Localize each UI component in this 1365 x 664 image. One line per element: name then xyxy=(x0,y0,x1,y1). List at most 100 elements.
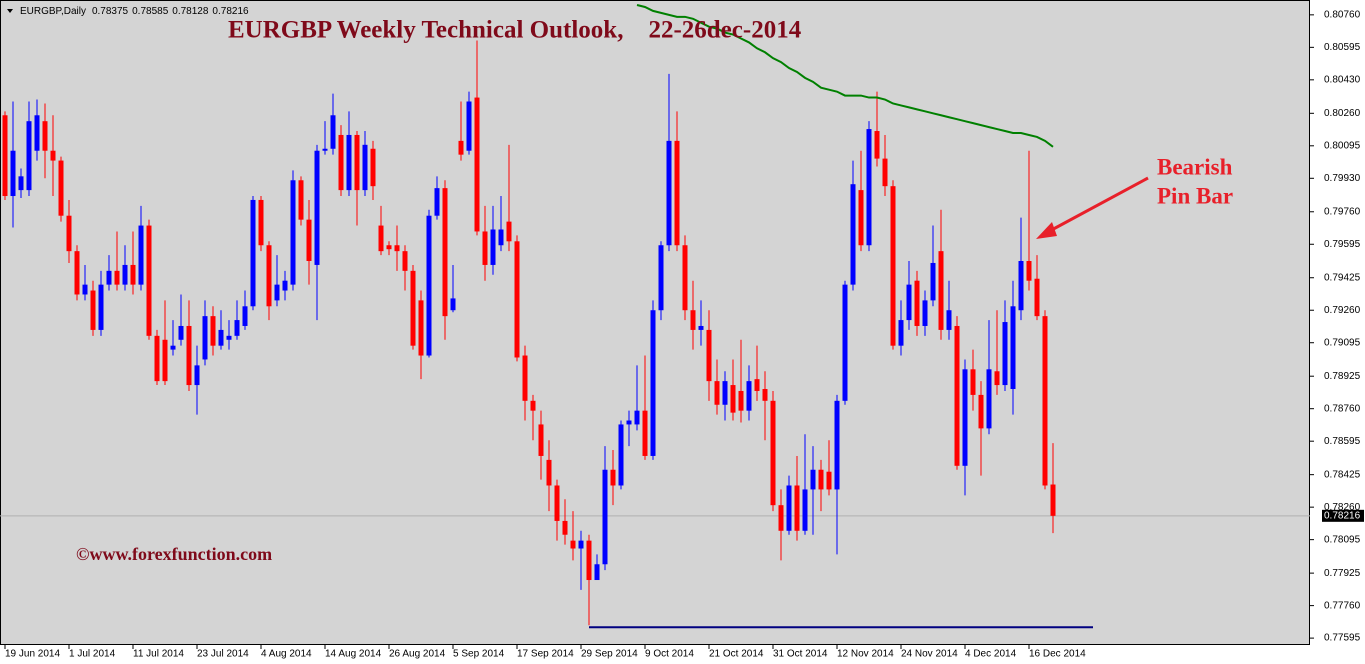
y-tick-label: 0.77760 xyxy=(1324,600,1361,611)
candle-body xyxy=(810,469,816,490)
x-tick-label: 14 Aug 2014 xyxy=(325,649,382,660)
x-tick-label: 4 Aug 2014 xyxy=(261,649,312,660)
candle-body xyxy=(122,264,128,285)
candle-body xyxy=(826,471,832,490)
header-low: 0.78128 xyxy=(172,6,209,17)
candle-body xyxy=(274,284,280,301)
y-tick-label: 0.78595 xyxy=(1324,436,1361,447)
candle-body xyxy=(146,225,152,336)
candle-body xyxy=(930,262,936,301)
candle-body xyxy=(402,251,408,271)
candle-body xyxy=(586,540,592,581)
header: EURGBP,Daily 0.78375 0.78585 0.78128 0.78216 xyxy=(20,6,249,17)
candle-body xyxy=(306,219,312,261)
candle-body xyxy=(914,280,920,326)
x-tick-label: 11 Jul 2014 xyxy=(133,649,184,660)
candle-body xyxy=(442,188,448,317)
header-open: 0.78375 xyxy=(92,6,129,17)
header-high: 0.78585 xyxy=(132,6,169,17)
candle-body xyxy=(1002,322,1008,386)
candle-body xyxy=(426,215,432,356)
candle-body xyxy=(858,190,864,246)
candle-body xyxy=(466,101,472,151)
y-tick-label: 0.80095 xyxy=(1324,140,1361,151)
candle-body xyxy=(314,150,320,265)
candle-body xyxy=(850,184,856,285)
candle-body xyxy=(962,369,968,466)
y-tick-label: 0.78925 xyxy=(1324,371,1361,382)
candle-body xyxy=(322,148,328,151)
candle-body xyxy=(594,564,600,581)
candle-body xyxy=(866,129,872,246)
y-tick-label: 0.79930 xyxy=(1324,173,1361,184)
price-label: 0.78216 xyxy=(1324,510,1361,521)
moving-average xyxy=(636,4,1054,148)
candle-body xyxy=(746,381,752,411)
y-tick-label: 0.80430 xyxy=(1324,74,1361,85)
candle-body xyxy=(978,394,984,429)
candle-body xyxy=(698,325,704,330)
candle-body xyxy=(506,221,512,242)
x-tick-label: 4 Dec 2014 xyxy=(965,649,1017,660)
candle-body xyxy=(482,231,488,265)
candle-body xyxy=(602,469,608,565)
x-tick-label: 21 Oct 2014 xyxy=(709,649,764,660)
candle-body xyxy=(706,329,712,382)
candle-body xyxy=(418,300,424,356)
chart-title: EURGBP Weekly Technical Outlook, 22-26de… xyxy=(228,17,802,44)
x-tick-label: 17 Sep 2014 xyxy=(517,649,574,660)
candle-body xyxy=(514,241,520,358)
candle-body xyxy=(546,459,552,486)
candle-body xyxy=(234,320,240,336)
candle-body xyxy=(298,180,304,220)
candle-body xyxy=(362,144,368,191)
annotation-arrow xyxy=(1045,176,1149,235)
candle-body xyxy=(906,284,912,321)
candle-body xyxy=(786,485,792,531)
menu-icon[interactable] xyxy=(7,9,13,13)
candle-body xyxy=(242,306,248,326)
axis-layer: 0.80760 0.80595 0.80430 0.80260 0.80095 0.799… xyxy=(0,9,1361,660)
y-tick-label: 0.77595 xyxy=(1324,633,1361,644)
y-tick-label: 0.80595 xyxy=(1324,42,1361,53)
header-close: 0.78216 xyxy=(212,6,249,17)
candle-body xyxy=(282,280,288,291)
y-tick-label: 0.79095 xyxy=(1324,337,1361,348)
candle-body xyxy=(1026,261,1032,281)
candle-body xyxy=(330,115,336,149)
candle-body xyxy=(666,140,672,246)
y-tick-label: 0.79425 xyxy=(1324,272,1361,283)
candle-body xyxy=(202,316,208,360)
candle-body xyxy=(1050,484,1056,516)
candle-body xyxy=(58,160,64,216)
candle-body xyxy=(674,140,680,246)
candle-body xyxy=(10,150,16,197)
y-tick-label: 0.78095 xyxy=(1324,534,1361,545)
candle-body xyxy=(690,310,696,330)
candle-body xyxy=(650,310,656,456)
y-tick-label: 0.79260 xyxy=(1324,305,1361,316)
candle-body xyxy=(570,540,576,549)
candle-body xyxy=(170,345,176,350)
candle-body xyxy=(530,400,536,411)
candle-body xyxy=(490,229,496,265)
candle-body xyxy=(90,290,96,330)
candles xyxy=(2,4,1093,629)
candle-body xyxy=(618,424,624,486)
candle-body xyxy=(458,140,464,155)
candle-body xyxy=(106,270,112,285)
candle-body xyxy=(18,176,24,191)
candle-body xyxy=(802,489,808,531)
y-tick-label: 0.78425 xyxy=(1324,469,1361,480)
candle-body xyxy=(538,424,544,456)
candle-body xyxy=(634,410,640,425)
candle-body xyxy=(658,245,664,311)
candle-body xyxy=(194,365,200,386)
candle-body xyxy=(1018,261,1024,311)
candle-body xyxy=(954,325,960,466)
candle-body xyxy=(2,115,8,197)
watermark: ©www.forexfunction.com xyxy=(76,544,272,564)
candle-body xyxy=(98,284,104,330)
candle-body xyxy=(610,469,616,486)
x-tick-label: 5 Sep 2014 xyxy=(453,649,505,660)
